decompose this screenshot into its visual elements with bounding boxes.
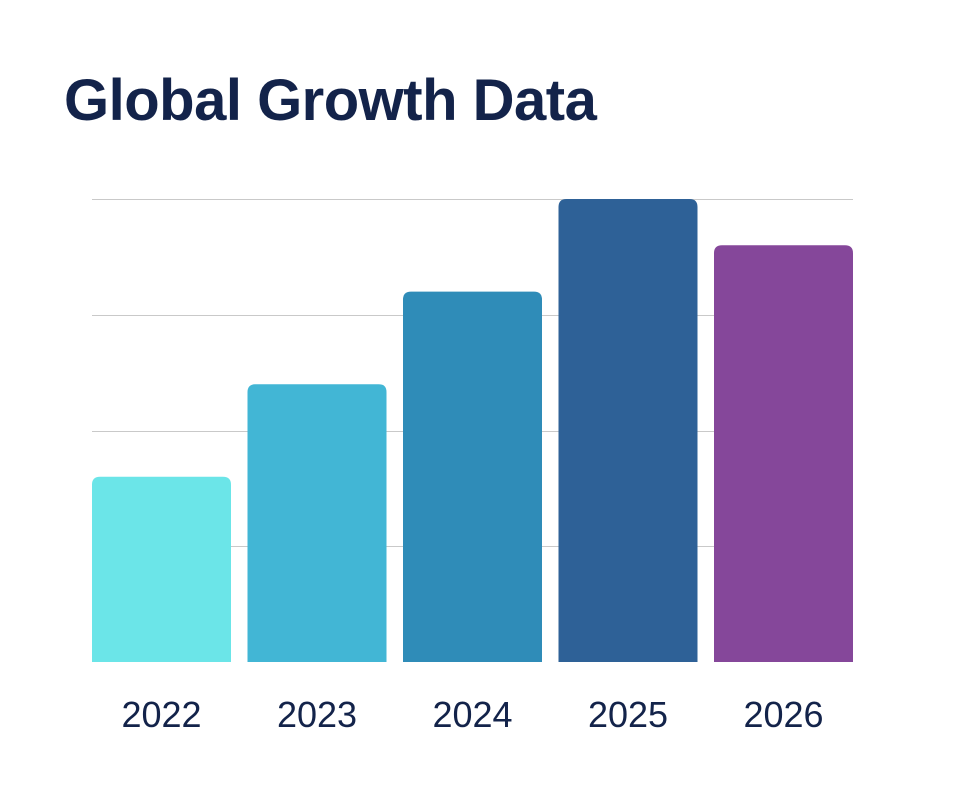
x-tick-label-2022: 2022	[121, 694, 201, 735]
x-tick-label-2025: 2025	[588, 694, 668, 735]
chart-title: Global Growth Data	[64, 68, 597, 133]
x-tick-label-2024: 2024	[432, 694, 512, 735]
bar-2025	[558, 199, 698, 662]
bars	[92, 199, 853, 663]
x-tick-label-2026: 2026	[743, 694, 823, 735]
bar-2026	[714, 245, 853, 663]
bar-2022	[92, 476, 231, 662]
x-tick-labels: 2022 2023 2024 2025 2026	[121, 694, 823, 735]
bar-2023	[247, 384, 387, 662]
bar-2024	[403, 291, 542, 662]
x-tick-label-2023: 2023	[277, 694, 357, 735]
